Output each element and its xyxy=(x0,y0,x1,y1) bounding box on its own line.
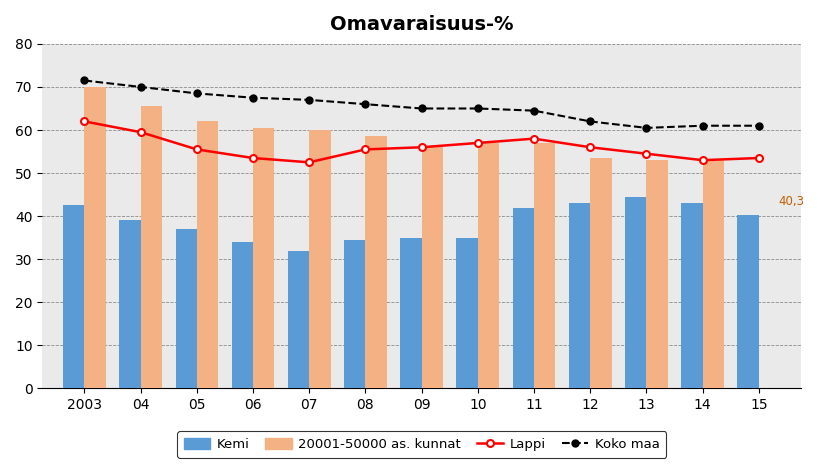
Bar xyxy=(681,203,703,388)
Bar xyxy=(288,251,309,388)
Line: Lappi: Lappi xyxy=(81,118,762,166)
Text: 40,3: 40,3 xyxy=(779,196,804,208)
Lappi xyxy=(136,129,146,135)
Bar xyxy=(232,242,253,388)
Lappi xyxy=(80,118,90,124)
Lappi xyxy=(416,145,426,150)
Lappi xyxy=(754,155,764,161)
Lappi xyxy=(529,136,539,141)
Lappi xyxy=(698,157,708,163)
Lappi xyxy=(248,155,258,161)
Bar xyxy=(344,240,365,388)
Lappi xyxy=(641,151,651,156)
Koko maa xyxy=(698,123,708,129)
Koko maa xyxy=(360,102,370,107)
Koko maa xyxy=(641,125,651,131)
Bar xyxy=(625,197,646,388)
Koko maa xyxy=(305,97,314,102)
Bar xyxy=(365,137,387,388)
Bar xyxy=(119,220,141,388)
Bar xyxy=(175,229,197,388)
Bar xyxy=(309,130,331,388)
Koko maa xyxy=(416,106,426,111)
Bar xyxy=(534,143,556,388)
Legend: Kemi, 20001-50000 as. kunnat, Lappi, Koko maa: Kemi, 20001-50000 as. kunnat, Lappi, Kok… xyxy=(177,431,667,458)
Bar xyxy=(85,87,106,388)
Lappi xyxy=(192,146,202,152)
Koko maa xyxy=(192,91,202,96)
Bar xyxy=(478,143,500,388)
Lappi xyxy=(360,146,370,152)
Bar xyxy=(646,160,667,388)
Koko maa xyxy=(248,95,258,101)
Koko maa xyxy=(136,84,146,90)
Title: Omavaraisuus-%: Omavaraisuus-% xyxy=(330,15,514,34)
Line: Koko maa: Koko maa xyxy=(81,77,762,132)
Koko maa xyxy=(585,118,595,124)
Bar xyxy=(141,106,162,388)
Bar xyxy=(197,121,218,388)
Bar xyxy=(590,158,611,388)
Bar xyxy=(457,238,478,388)
Lappi xyxy=(585,145,595,150)
Bar xyxy=(421,147,443,388)
Bar xyxy=(703,160,724,388)
Bar xyxy=(253,128,274,388)
Koko maa xyxy=(80,78,90,83)
Koko maa xyxy=(754,123,764,129)
Koko maa xyxy=(529,108,539,113)
Bar xyxy=(513,207,534,388)
Bar xyxy=(400,238,421,388)
Bar xyxy=(63,205,85,388)
Koko maa xyxy=(473,106,483,111)
Bar xyxy=(569,203,590,388)
Lappi xyxy=(305,160,314,165)
Bar xyxy=(737,215,759,388)
Lappi xyxy=(473,140,483,146)
